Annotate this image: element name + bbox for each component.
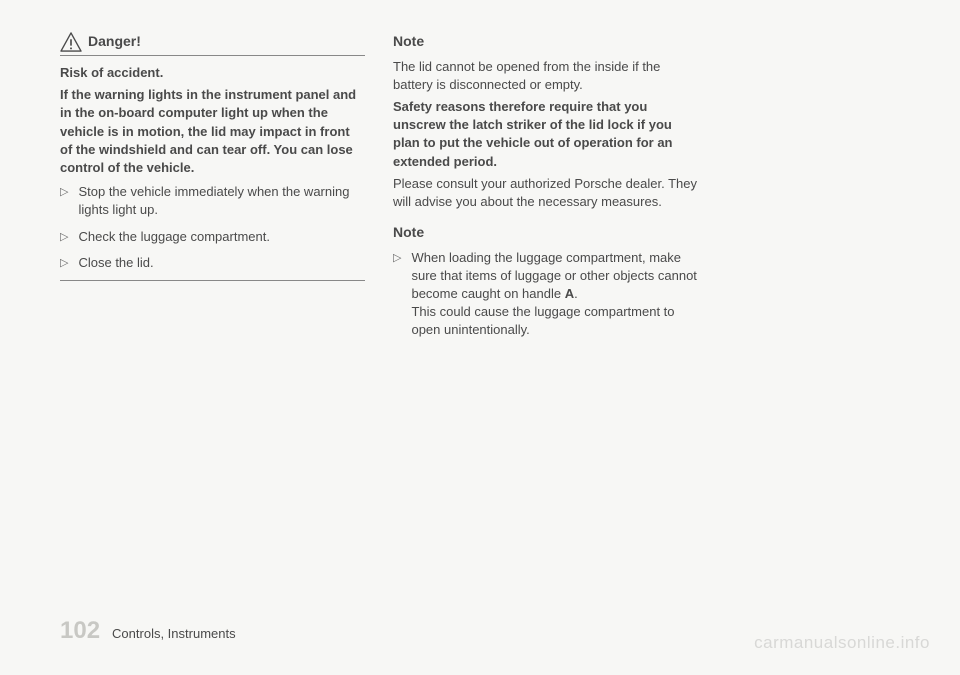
action-list: ▷ Stop the vehicle immediately when the … (60, 183, 365, 281)
list-item: ▷ Stop the vehicle immediately when the … (60, 183, 365, 219)
note-text: Please consult your authorized Porsche d… (393, 175, 698, 211)
text-segment: When loading the luggage compartment, ma… (411, 250, 696, 301)
watermark-text: carmanualsonline.info (754, 633, 930, 653)
list-item-text: When loading the luggage compartment, ma… (411, 249, 698, 340)
text-segment: . (574, 286, 578, 301)
list-item: ▷ Close the lid. (60, 254, 365, 272)
page-footer: 102 Controls, Instruments (60, 617, 236, 645)
list-item: ▷ Check the luggage compartment. (60, 228, 365, 246)
danger-label: Danger! (88, 32, 141, 52)
page-number: 102 (60, 617, 100, 645)
list-item-text: Check the luggage compartment. (78, 228, 270, 246)
danger-header: Danger! (60, 32, 365, 56)
list-item-text: Stop the vehicle immediately when the wa… (78, 183, 365, 219)
list-item-text: Close the lid. (78, 254, 153, 272)
handle-letter: A (565, 286, 574, 301)
risk-title: Risk of accident. (60, 64, 365, 82)
note-text: The lid cannot be opened from the inside… (393, 58, 698, 94)
note-heading: Note (393, 223, 698, 243)
warning-triangle-icon (60, 32, 82, 52)
note-list: ▷ When loading the luggage compartment, … (393, 249, 698, 340)
bullet-icon: ▷ (60, 183, 68, 219)
bullet-icon: ▷ (60, 254, 68, 272)
list-item: ▷ When loading the luggage compartment, … (393, 249, 698, 340)
content-columns: Danger! Risk of accident. If the warning… (60, 32, 900, 348)
warning-paragraph: If the warning lights in the instrument … (60, 86, 365, 177)
footer-section: Controls, Instruments (112, 626, 236, 641)
bullet-icon: ▷ (393, 249, 401, 340)
note-heading: Note (393, 32, 698, 52)
column-2: Note The lid cannot be opened from the i… (393, 32, 698, 348)
column-1: Danger! Risk of accident. If the warning… (60, 32, 365, 348)
text-segment: This could cause the luggage compartment… (411, 304, 674, 337)
note-bold-text: Safety reasons therefore require that yo… (393, 98, 698, 171)
bullet-icon: ▷ (60, 228, 68, 246)
